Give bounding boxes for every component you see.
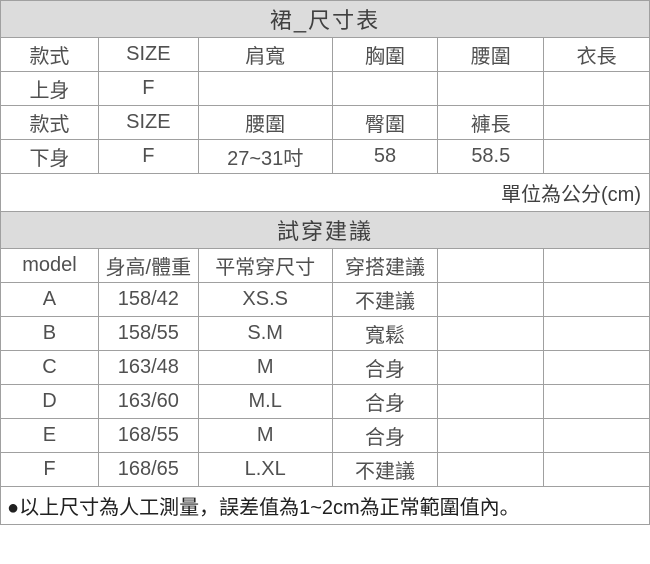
table-row: 款式 SIZE 肩寬 胸圍 腰圍 衣長 [1,38,650,72]
table-row: B 158/55 S.M 寬鬆 [1,317,650,351]
cell [438,453,544,487]
cell [332,72,438,106]
cell: XS.S [198,283,332,317]
cell: 27~31吋 [198,140,332,174]
cell: 168/55 [98,419,198,453]
cell [438,385,544,419]
cell: model [1,249,99,283]
cell: SIZE [98,38,198,72]
cell: B [1,317,99,351]
cell [438,283,544,317]
cell: A [1,283,99,317]
cell [438,351,544,385]
section1-title: 裙_尺寸表 [1,1,650,38]
cell: S.M [198,317,332,351]
cell: SIZE [98,106,198,140]
section2-title: 試穿建議 [1,212,650,249]
cell: 胸圍 [332,38,438,72]
table-row: C 163/48 M 合身 [1,351,650,385]
cell: 58 [332,140,438,174]
table-row: 下身 F 27~31吋 58 58.5 [1,140,650,174]
cell: 款式 [1,106,99,140]
table-row: model 身高/體重 平常穿尺寸 穿搭建議 [1,249,650,283]
table-row: A 158/42 XS.S 不建議 [1,283,650,317]
cell: 下身 [1,140,99,174]
cell: 不建議 [332,283,438,317]
cell [544,317,650,351]
cell: 身高/體重 [98,249,198,283]
table-row: 款式 SIZE 腰圍 臀圍 褲長 [1,106,650,140]
cell: 168/65 [98,453,198,487]
cell: D [1,385,99,419]
cell: E [1,419,99,453]
cell: 肩寬 [198,38,332,72]
cell: 款式 [1,38,99,72]
cell: F [98,140,198,174]
cell: 合身 [332,385,438,419]
cell: 腰圍 [438,38,544,72]
cell: 上身 [1,72,99,106]
cell [544,283,650,317]
cell: L.XL [198,453,332,487]
cell [544,249,650,283]
footer-note: ●以上尺寸為人工測量，誤差值為1~2cm為正常範圍值內。 [1,487,650,525]
cell: 158/55 [98,317,198,351]
cell: 褲長 [438,106,544,140]
cell [438,317,544,351]
cell: 穿搭建議 [332,249,438,283]
cell: 163/60 [98,385,198,419]
cell: 158/42 [98,283,198,317]
cell [544,106,650,140]
cell: 腰圍 [198,106,332,140]
cell [438,419,544,453]
table-row: 上身 F [1,72,650,106]
cell: 寬鬆 [332,317,438,351]
cell: 58.5 [438,140,544,174]
cell: M [198,351,332,385]
size-chart-table: 裙_尺寸表 款式 SIZE 肩寬 胸圍 腰圍 衣長 上身 F 款式 SIZE 腰… [0,0,650,525]
cell [544,351,650,385]
cell [438,249,544,283]
cell [544,419,650,453]
table-row: F 168/65 L.XL 不建議 [1,453,650,487]
table-row: D 163/60 M.L 合身 [1,385,650,419]
cell: M.L [198,385,332,419]
cell: 不建議 [332,453,438,487]
table-row: E 168/55 M 合身 [1,419,650,453]
cell: 合身 [332,351,438,385]
cell: F [98,72,198,106]
unit-note: 單位為公分(cm) [1,174,650,212]
cell [544,453,650,487]
cell: 163/48 [98,351,198,385]
cell: M [198,419,332,453]
cell [198,72,332,106]
cell [544,140,650,174]
cell [544,72,650,106]
cell: 臀圍 [332,106,438,140]
cell [544,385,650,419]
cell: 合身 [332,419,438,453]
cell: 平常穿尺寸 [198,249,332,283]
cell: 衣長 [544,38,650,72]
cell [438,72,544,106]
cell: C [1,351,99,385]
cell: F [1,453,99,487]
